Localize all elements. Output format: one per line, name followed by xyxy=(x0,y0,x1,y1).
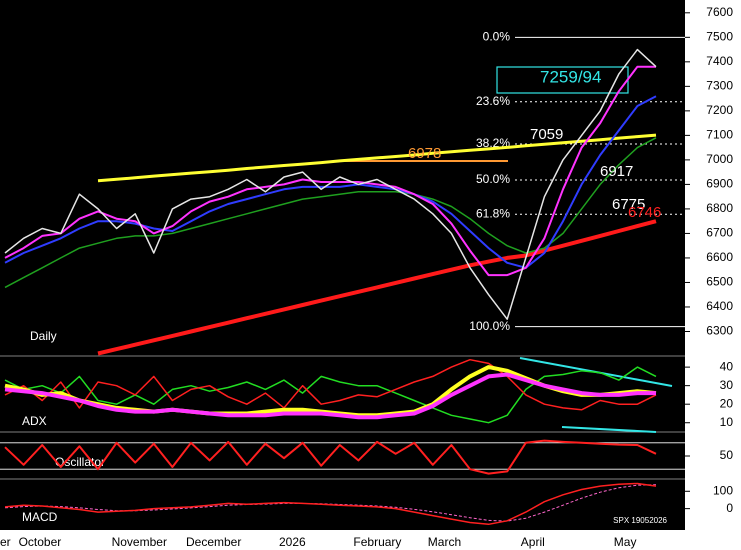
series-line xyxy=(4,65,656,277)
y-tick-label: 50 xyxy=(720,448,734,462)
y-tick-label: 6800 xyxy=(706,201,733,215)
x-tick-label: October xyxy=(19,535,62,549)
y-axis-strip xyxy=(685,0,741,550)
fib-label: 0.0% xyxy=(483,29,511,43)
y-tick-label: 10 xyxy=(720,415,734,429)
fib-label: 23.6% xyxy=(476,94,510,108)
y-tick-label: 6600 xyxy=(706,250,733,264)
y-tick-label: 7100 xyxy=(706,128,733,142)
y-tick-label: 20 xyxy=(720,396,734,410)
panel-label: MACD xyxy=(22,510,58,524)
series-line xyxy=(4,372,656,420)
x-tick-label: er xyxy=(0,535,11,549)
y-tick-label: 40 xyxy=(720,359,734,373)
y-tick-label: 0 xyxy=(726,501,733,515)
y-tick-label: 6400 xyxy=(706,299,733,313)
price-annotation: 6746 xyxy=(628,204,661,221)
x-tick-label: December xyxy=(186,535,241,549)
x-tick-label: 2026 xyxy=(279,535,306,549)
fib-label: 61.8% xyxy=(476,206,510,220)
y-tick-label: 100 xyxy=(713,483,733,497)
price-annotation: 7059 xyxy=(530,126,563,143)
x-tick-label: April xyxy=(521,535,545,549)
series-line xyxy=(4,48,657,320)
x-axis-strip xyxy=(0,530,741,550)
y-tick-label: 30 xyxy=(720,378,734,392)
x-tick-label: November xyxy=(112,535,167,549)
x-tick-label: February xyxy=(353,535,401,549)
series-line xyxy=(4,482,657,526)
price-annotation: 6978 xyxy=(408,145,441,162)
series-line xyxy=(4,366,657,424)
y-tick-label: 7500 xyxy=(706,29,733,43)
y-tick-label: 6500 xyxy=(706,275,733,289)
series-line xyxy=(97,133,657,183)
footer: SPX 19052026 xyxy=(613,516,667,525)
divergence-line xyxy=(561,426,657,433)
y-tick-label: 6700 xyxy=(706,226,733,240)
price-annotation: 7259/94 xyxy=(540,67,601,86)
series-line xyxy=(4,137,657,289)
series-line xyxy=(4,358,657,411)
series-line xyxy=(97,219,657,356)
price-annotation: 6917 xyxy=(600,163,633,180)
x-tick-label: May xyxy=(614,535,637,549)
y-tick-label: 7300 xyxy=(706,79,733,93)
y-tick-label: 6300 xyxy=(706,324,733,338)
y-tick-label: 7600 xyxy=(706,5,733,19)
fib-label: 50.0% xyxy=(476,172,510,186)
panel-label: Daily xyxy=(30,329,57,343)
panel-label: ADX xyxy=(22,414,47,428)
price-annotation: 6775 xyxy=(612,196,645,213)
x-tick-label: March xyxy=(428,535,461,549)
series-line xyxy=(4,439,657,475)
y-tick-label: 7400 xyxy=(706,54,733,68)
series-line xyxy=(4,95,657,269)
y-tick-label: 7000 xyxy=(706,152,733,166)
y-tick-label: 6900 xyxy=(706,177,733,191)
fib-label: 100.0% xyxy=(469,319,510,333)
y-tick-label: 7200 xyxy=(706,103,733,117)
